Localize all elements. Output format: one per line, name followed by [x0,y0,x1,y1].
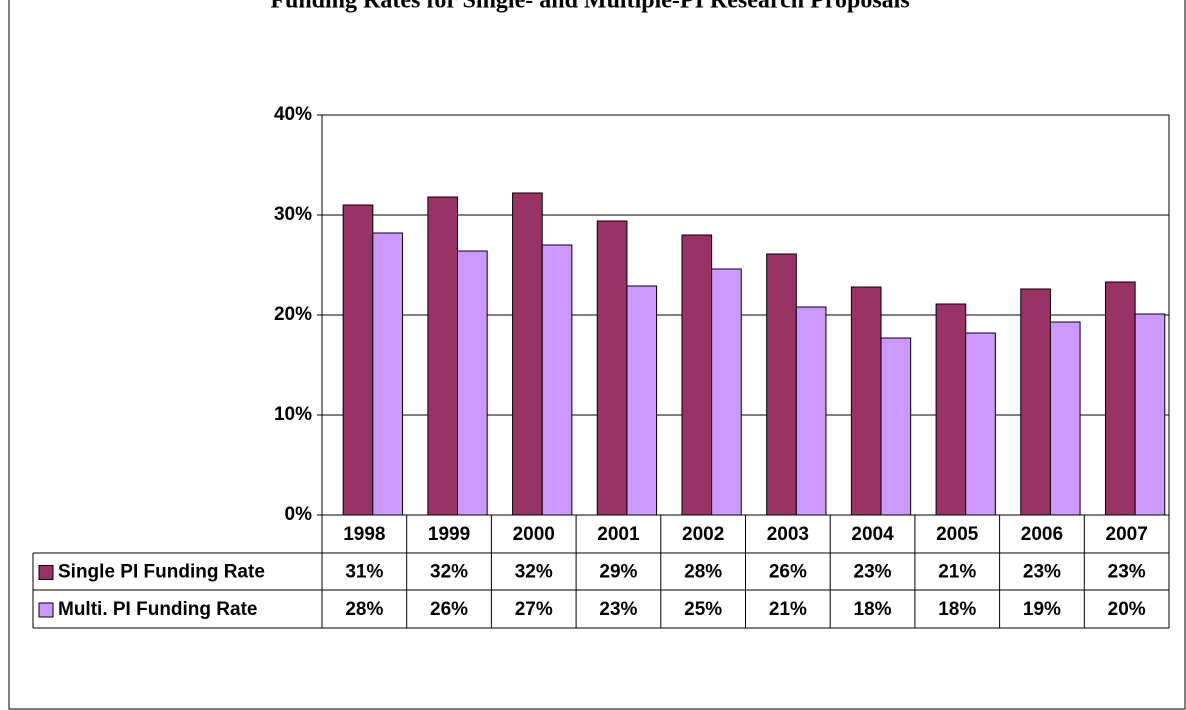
bar [850,286,882,516]
y-tick-label: 0% [285,504,313,525]
x-tick-label: 2002 [682,524,724,545]
table-value: 28% [684,562,722,583]
table-value: 18% [938,599,976,620]
bar [1020,288,1051,516]
bar [681,234,713,516]
chart-title: Funding Rates for Single- and Multiple-P… [270,0,909,14]
table-value: 21% [938,562,976,583]
table-value: 25% [684,599,722,620]
bar [626,285,658,516]
legend-label: Single PI Funding Rate [58,562,265,583]
x-tick-label: 2001 [597,524,640,545]
x-tick-label: 2006 [1021,524,1063,545]
x-tick-label: 1999 [428,524,470,545]
y-tick-label: 20% [274,304,312,325]
table-value: 23% [854,562,892,583]
bar [1104,281,1136,516]
y-tick-label: 40% [274,104,312,125]
legend-swatch [38,602,54,618]
legend-label: Multi. PI Funding Rate [58,599,257,620]
x-tick-label: 2000 [513,524,555,545]
bar [1134,313,1166,516]
x-tick-label: 2003 [767,524,809,545]
table-value: 27% [515,599,553,620]
table-value: 26% [430,599,468,620]
bar [711,268,742,516]
bar [965,332,996,516]
bar [935,303,967,516]
bar [372,232,403,516]
bar [427,196,459,516]
table-value: 20% [1108,599,1146,620]
table-value: 26% [769,562,807,583]
bar [512,192,543,516]
bar [541,244,573,516]
bar [795,306,827,516]
bar [342,204,374,516]
bar [596,220,628,516]
table-value: 32% [515,562,553,583]
bar [766,253,797,516]
x-tick-label: 2004 [851,524,894,545]
table-value: 29% [599,562,637,583]
table-value: 23% [1108,562,1146,583]
table-value: 32% [430,562,468,583]
x-tick-label: 2007 [1106,524,1148,545]
table-value: 23% [1023,562,1061,583]
y-tick-label: 30% [274,204,312,225]
table-value: 28% [345,599,383,620]
legend-swatch [38,565,54,580]
table-value: 31% [345,562,383,583]
x-tick-label: 2005 [936,524,979,545]
bar [457,250,488,516]
bar [880,337,912,516]
table-value: 21% [769,599,807,620]
x-tick-label: 1998 [343,524,385,545]
bar [1049,321,1081,516]
table-value: 18% [854,599,892,620]
y-tick-label: 10% [274,404,312,425]
table-value: 23% [599,599,637,620]
table-value: 19% [1023,599,1061,620]
